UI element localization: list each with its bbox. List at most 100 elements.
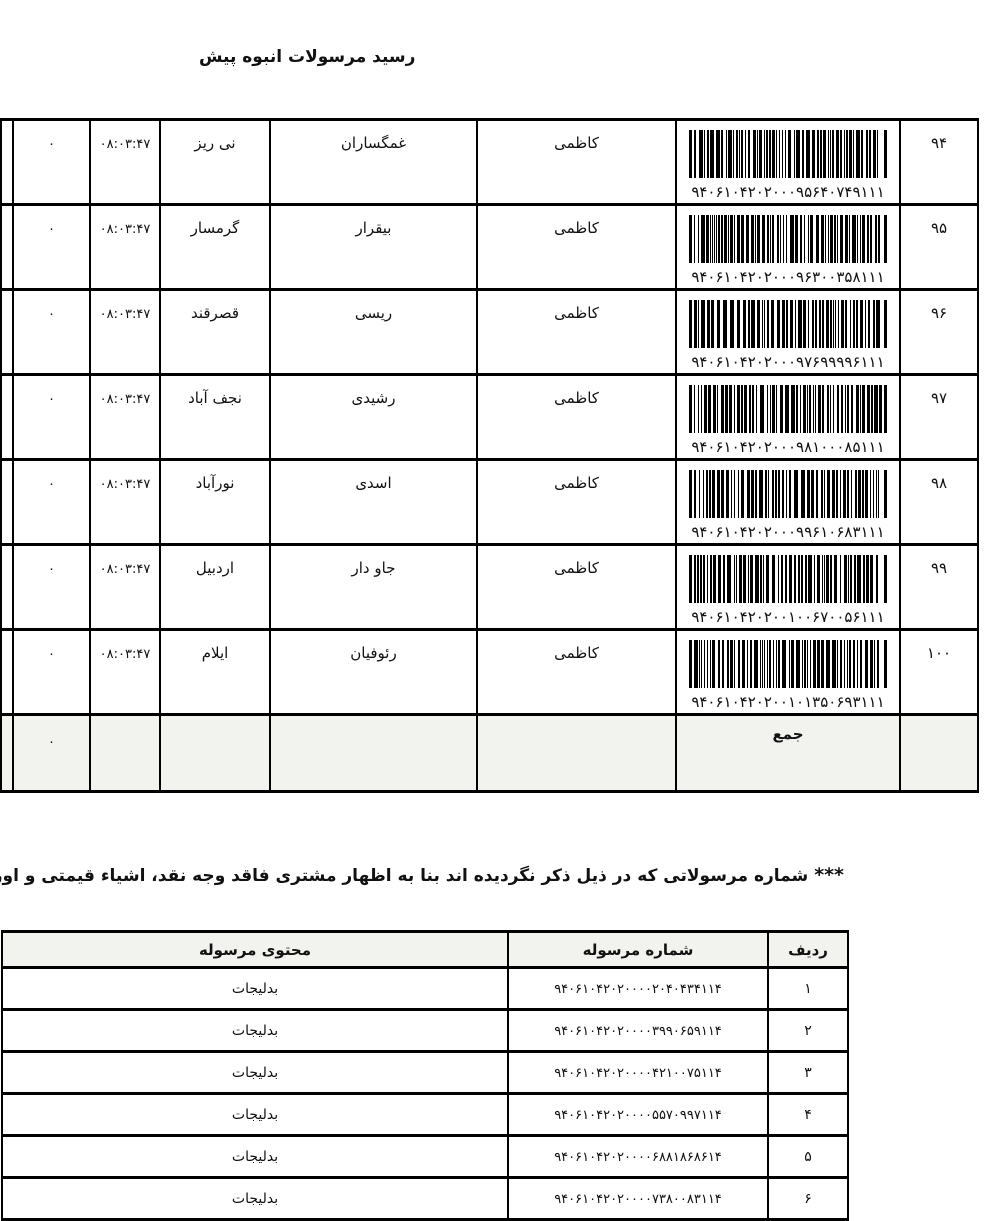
shipment-number: ۹۴۰۶۱۰۴۲۰۲۰۰۰۰۵۵۷۰۹۹۷۱۱۴ <box>555 1107 723 1123</box>
sender-cell: کاظمی <box>477 628 678 716</box>
barcode-number: ۹۴۰۶۱۰۴۲۰۲۰۰۱۰۱۳۵۰۶۹۳۱۱۱ <box>692 693 886 711</box>
row-number-cell: ۹۸ <box>900 458 980 546</box>
acceptance-time: ۰۸:۰۳:۴۷ <box>100 137 152 152</box>
amount-value: ۰ <box>49 647 56 662</box>
shipment-content: بدلیجات <box>232 1022 280 1039</box>
total-amount: ۰ <box>49 735 56 750</box>
amount-value: ۰ <box>49 307 56 322</box>
time-cell: ۰۸:۰۳:۴۷ <box>90 118 162 206</box>
sender-cell: کاظمی <box>477 203 678 291</box>
header-shipment-content: محتوی مرسوله <box>2 930 510 969</box>
row-number: ۶ <box>805 1190 813 1207</box>
destination-city: نجف آباد <box>189 389 243 407</box>
barcode-number: ۹۴۰۶۱۰۴۲۰۲۰۰۰۹۷۶۹۹۹۹۶۱۱۱ <box>692 353 886 371</box>
total-row: جمع ۰ <box>1 713 980 793</box>
barcode-cell: ۹۴۰۶۱۰۴۲۰۲۰۰۰۹۹۶۱۰۶۸۳۱۱۱ <box>676 458 902 546</box>
total-rownum-cell <box>900 713 980 793</box>
amount-value: ۰ <box>49 477 56 492</box>
barcode-image <box>687 640 891 688</box>
shipment-number: ۹۴۰۶۱۰۴۲۰۲۰۰۰۰۲۰۴۰۴۳۴۱۱۴ <box>555 981 723 997</box>
total-sender-cell <box>477 713 678 793</box>
shipment-content-cell: بدلیجات <box>2 966 510 1011</box>
total-recipient-cell <box>270 713 479 793</box>
city-cell: اردبیل <box>160 543 272 631</box>
amount-cell: ۰ <box>13 628 92 716</box>
destination-city: اردبیل <box>196 559 236 577</box>
shipment-content-cell: بدلیجات <box>2 1008 510 1053</box>
shipment-number: ۹۴۰۶۱۰۴۲۰۲۰۰۰۰۴۲۱۰۰۷۵۱۱۴ <box>555 1065 723 1081</box>
city-cell: قصرقند <box>160 288 272 376</box>
barcode-cell: ۹۴۰۶۱۰۴۲۰۲۰۰۱۰۱۳۵۰۶۹۳۱۱۱ <box>676 628 902 716</box>
table-row: ۹۴ ۹۴۰۶۱۰۴۲۰۲۰۰۰۹۵۶۴۰۷۴۹۱۱۱ کاظمی غمگسار… <box>1 118 980 206</box>
table-row: ۹۵ ۹۴۰۶۱۰۴۲۰۲۰۰۰۹۶۳۰۰۳۵۸۱۱۱ کاظمی بیقرار… <box>1 203 980 291</box>
barcode-cell: ۹۴۰۶۱۰۴۲۰۲۰۰۰۹۸۱۰۰۰۸۵۱۱۱ <box>676 373 902 461</box>
acceptance-time: ۰۸:۰۳:۴۷ <box>100 392 152 407</box>
barcode-image <box>687 300 891 348</box>
clipped-edge-cell <box>1 713 15 793</box>
bulk-mail-table: ۹۴ ۹۴۰۶۱۰۴۲۰۲۰۰۰۹۵۶۴۰۷۴۹۱۱۱ کاظمی غمگسار… <box>1 118 980 793</box>
recipient-name: جاو دار <box>352 559 397 577</box>
shipment-content: بدلیجات <box>232 1148 280 1165</box>
total-label: جمع <box>773 725 805 743</box>
row-number-cell: ۶ <box>768 1176 850 1221</box>
row-number: ۵ <box>805 1148 813 1165</box>
total-time-cell <box>90 713 162 793</box>
sender-name: کاظمی <box>555 644 600 662</box>
row-number: ۹۴ <box>931 134 949 152</box>
city-cell: ایلام <box>160 628 272 716</box>
recipient-name: رئوفیان <box>351 644 398 662</box>
page-title: رسید مرسولات انبوه پیش <box>200 47 417 67</box>
sender-name: کاظمی <box>555 304 600 322</box>
row-number: ۹۹ <box>931 559 949 577</box>
shipment-content: بدلیجات <box>232 1064 280 1081</box>
amount-cell: ۰ <box>13 543 92 631</box>
shipment-number-cell: ۹۴۰۶۱۰۴۲۰۲۰۰۰۰۶۸۸۱۸۶۸۶۱۴ <box>508 1134 770 1179</box>
row-number-cell: ۱۰۰ <box>900 628 980 716</box>
barcode-number: ۹۴۰۶۱۰۴۲۰۲۰۰۰۹۵۶۴۰۷۴۹۱۱۱ <box>692 183 886 201</box>
row-number-cell: ۱ <box>768 966 850 1011</box>
total-label-cell: جمع <box>676 713 902 793</box>
clipped-edge-cell <box>1 203 15 291</box>
city-cell: نورآباد <box>160 458 272 546</box>
barcode-number: ۹۴۰۶۱۰۴۲۰۲۰۰۱۰۰۶۷۰۰۵۶۱۱۱ <box>692 608 886 626</box>
clipped-edge-cell <box>1 458 15 546</box>
recipient-cell: غمگساران <box>270 118 479 206</box>
recipient-cell: بیقرار <box>270 203 479 291</box>
barcode-image <box>687 215 891 263</box>
amount-value: ۰ <box>49 137 56 152</box>
recipient-cell: رشیدی <box>270 373 479 461</box>
sender-name: کاظمی <box>555 134 600 152</box>
sender-cell: کاظمی <box>477 543 678 631</box>
barcode-cell: ۹۴۰۶۱۰۴۲۰۲۰۰۰۹۶۳۰۰۳۵۸۱۱۱ <box>676 203 902 291</box>
city-cell: نجف آباد <box>160 373 272 461</box>
row-number-cell: ۹۷ <box>900 373 980 461</box>
table-row: ۹۶ ۹۴۰۶۱۰۴۲۰۲۰۰۰۹۷۶۹۹۹۹۶۱۱۱ کاظمی ریسی ق… <box>1 288 980 376</box>
table-row: ۴ ۹۴۰۶۱۰۴۲۰۲۰۰۰۰۵۵۷۰۹۹۷۱۱۴ بدلیجات <box>2 1092 850 1137</box>
acceptance-time: ۰۸:۰۳:۴۷ <box>100 562 152 577</box>
shipment-content: بدلیجات <box>232 1190 280 1207</box>
acceptance-time: ۰۸:۰۳:۴۷ <box>100 477 152 492</box>
recipient-name: اسدی <box>356 474 393 492</box>
row-number: ۹۸ <box>931 474 949 492</box>
amount-cell: ۰ <box>13 288 92 376</box>
recipient-name: بیقرار <box>356 219 393 237</box>
table-row: ۱ ۹۴۰۶۱۰۴۲۰۲۰۰۰۰۲۰۴۰۴۳۴۱۱۴ بدلیجات <box>2 966 850 1011</box>
time-cell: ۰۸:۰۳:۴۷ <box>90 628 162 716</box>
shipment-content-cell: بدلیجات <box>2 1050 510 1095</box>
table-row: ۶ ۹۴۰۶۱۰۴۲۰۲۰۰۰۰۷۳۸۰۰۸۳۱۱۴ بدلیجات <box>2 1176 850 1221</box>
clipped-edge-cell <box>1 288 15 376</box>
row-number: ۹۵ <box>931 219 949 237</box>
contents-table: ردیف شماره مرسوله محتوی مرسوله ۱ ۹۴۰۶۱۰۴… <box>2 930 850 1221</box>
row-number: ۲ <box>805 1022 813 1039</box>
shipment-number-cell: ۹۴۰۶۱۰۴۲۰۲۰۰۰۰۵۵۷۰۹۹۷۱۱۴ <box>508 1092 770 1137</box>
row-number-cell: ۹۶ <box>900 288 980 376</box>
barcode-image <box>687 385 891 433</box>
contents-table-header: ردیف شماره مرسوله محتوی مرسوله <box>2 930 850 969</box>
barcode-number: ۹۴۰۶۱۰۴۲۰۲۰۰۰۹۸۱۰۰۰۸۵۱۱۱ <box>692 438 886 456</box>
sender-name: کاظمی <box>555 474 600 492</box>
shipment-content: بدلیجات <box>232 1106 280 1123</box>
amount-cell: ۰ <box>13 118 92 206</box>
row-number: ۴ <box>805 1106 813 1123</box>
table-row: ۹۷ ۹۴۰۶۱۰۴۲۰۲۰۰۰۹۸۱۰۰۰۸۵۱۱۱ کاظمی رشیدی … <box>1 373 980 461</box>
barcode-image <box>687 555 891 603</box>
